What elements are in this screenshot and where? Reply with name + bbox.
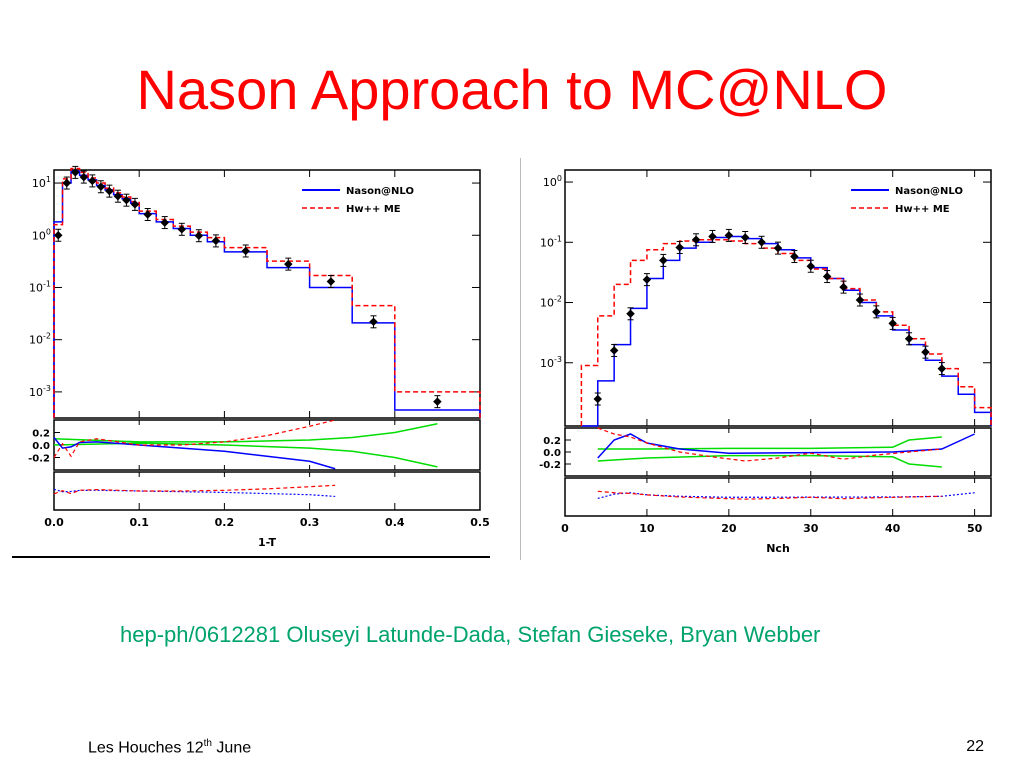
lower-ratio-hw-line xyxy=(597,490,942,500)
x-tick-label: 0 xyxy=(561,522,569,535)
x-tick-label: 0.4 xyxy=(385,516,405,529)
data-point-marker xyxy=(855,295,865,305)
y-tick-label: 10-1 xyxy=(540,234,562,249)
data-point-marker xyxy=(806,262,816,271)
ratio-band-lower-line xyxy=(53,442,438,468)
data-point-marker xyxy=(160,218,170,227)
x-tick-label: 30 xyxy=(803,522,819,535)
x-tick-label: 0.3 xyxy=(300,516,320,529)
ratio-band-lower-line xyxy=(597,454,942,468)
footer-event-main: Les Houches 12 xyxy=(88,739,204,757)
data-point-marker xyxy=(724,231,734,240)
data-point-marker xyxy=(839,282,848,292)
data-point-marker xyxy=(675,243,684,252)
lower-ratio-panel-frame xyxy=(53,471,481,511)
hw-me-series-line xyxy=(580,239,992,426)
data-point-marker xyxy=(757,238,766,247)
footer-event: Les Houches 12th June xyxy=(88,738,251,757)
thrust-chart-svg: 101 100 10-1 10-2 10-3 0.0 0.1 0.2 0.3 0.4 0.5 1-T 0… xyxy=(28,165,490,549)
data-point-marker xyxy=(773,243,783,253)
legend-hw-label: Hw++ ME xyxy=(895,204,950,215)
footer-event-end: June xyxy=(211,739,252,757)
y-tick-label: 10-2 xyxy=(540,295,562,310)
y-tick-label: 10-1 xyxy=(29,279,51,294)
ratio-hw-line xyxy=(53,419,336,458)
reference-citation: hep-ph/0612281 Oluseyi Latunde-Dada, Ste… xyxy=(120,622,821,647)
data-point-marker xyxy=(593,394,603,404)
ratio-y-tick-label: -0.2 xyxy=(28,454,50,465)
data-point-marker xyxy=(79,172,89,182)
data-point-marker xyxy=(904,334,914,344)
ratio-y-tick-label: -0.2 xyxy=(539,460,561,471)
x-tick-label: 0.0 xyxy=(44,516,64,529)
ratio-y-tick-label: 0.2 xyxy=(32,429,50,440)
data-point-marker xyxy=(708,232,717,241)
data-point-marker xyxy=(609,346,619,355)
y-tick-label: 10-2 xyxy=(29,332,51,347)
data-point-marker xyxy=(122,195,131,205)
ratio-y-tick-label: 0.0 xyxy=(32,441,50,452)
data-point-marker xyxy=(822,272,832,281)
ratio-nason-line xyxy=(597,433,975,459)
legend-nason-label: Nason@NLO xyxy=(346,186,414,197)
data-point-marker xyxy=(241,246,250,256)
data-point-marker xyxy=(369,317,378,327)
multiplicity-distribution-plot: 100 10-1 10-2 10-3 0 10 20 30 40 50 Nch 0.2 0.0 -0.2 N… xyxy=(520,158,997,560)
x-tick-label: 50 xyxy=(967,522,983,535)
y-tick-label: 100 xyxy=(32,227,51,242)
x-tick-label: 0.2 xyxy=(215,516,235,529)
data-point-marker xyxy=(113,191,123,201)
ratio-band-upper-line xyxy=(53,423,438,443)
lower-ratio-hw-line xyxy=(53,484,336,495)
nason-nlo-series-line xyxy=(581,235,992,427)
ratio-y-tick-label: 0.0 xyxy=(543,448,561,459)
y-tick-label: 100 xyxy=(543,174,562,189)
thrust-distribution-plot: 101 100 10-1 10-2 10-3 0.0 0.1 0.2 0.3 0.4 0.5 1-T 0… xyxy=(12,158,490,558)
data-point-marker xyxy=(888,319,897,328)
data-point-marker xyxy=(211,236,221,246)
y-tick-label: 101 xyxy=(32,175,51,190)
ratio-band-upper-line xyxy=(597,436,942,450)
data-point-marker xyxy=(194,231,204,240)
hw-me-series-line xyxy=(53,167,481,418)
main-panel-frame xyxy=(564,169,992,427)
data-point-marker xyxy=(54,231,63,240)
multiplicity-chart-svg: 100 10-1 10-2 10-3 0 10 20 30 40 50 Nch 0.20.0-0.2 N… xyxy=(539,169,992,555)
x-axis-label: 1-T xyxy=(258,536,277,549)
main-panel-frame xyxy=(53,169,481,419)
slide-title: Nason Approach to MC@NLO xyxy=(136,58,888,121)
page-number: 22 xyxy=(966,738,984,755)
x-tick-label: 10 xyxy=(639,522,655,535)
data-point-marker xyxy=(921,347,930,357)
lower-ratio-panel-frame xyxy=(564,477,992,517)
legend-nason-label: Nason@NLO xyxy=(895,186,963,197)
y-tick-label: 10-3 xyxy=(29,384,51,399)
footer-event-sup: th xyxy=(203,738,212,749)
data-point-marker xyxy=(872,307,881,317)
data-point-marker xyxy=(433,397,442,406)
data-point-marker xyxy=(105,186,114,196)
data-point-marker xyxy=(937,364,947,373)
nason-nlo-series-line xyxy=(53,170,481,418)
x-tick-label: 40 xyxy=(885,522,901,535)
data-point-marker xyxy=(62,178,72,188)
x-tick-label: 20 xyxy=(721,522,737,535)
x-tick-label: 0.5 xyxy=(470,516,490,529)
data-point-marker xyxy=(326,277,336,286)
data-point-marker xyxy=(659,256,668,265)
ratio-y-tick-label: 0.2 xyxy=(543,436,561,447)
data-point-marker xyxy=(790,252,799,261)
data-point-marker xyxy=(96,182,106,191)
x-tick-label: 0.1 xyxy=(129,516,149,529)
x-axis-label: Nch xyxy=(766,542,790,555)
data-point-marker xyxy=(284,259,293,269)
data-point-marker xyxy=(177,225,187,234)
data-point-marker xyxy=(691,235,701,245)
data-point-marker xyxy=(642,275,652,284)
y-tick-label: 10-3 xyxy=(540,355,562,370)
data-point-marker xyxy=(626,309,635,319)
legend-hw-label: Hw++ ME xyxy=(346,204,401,215)
